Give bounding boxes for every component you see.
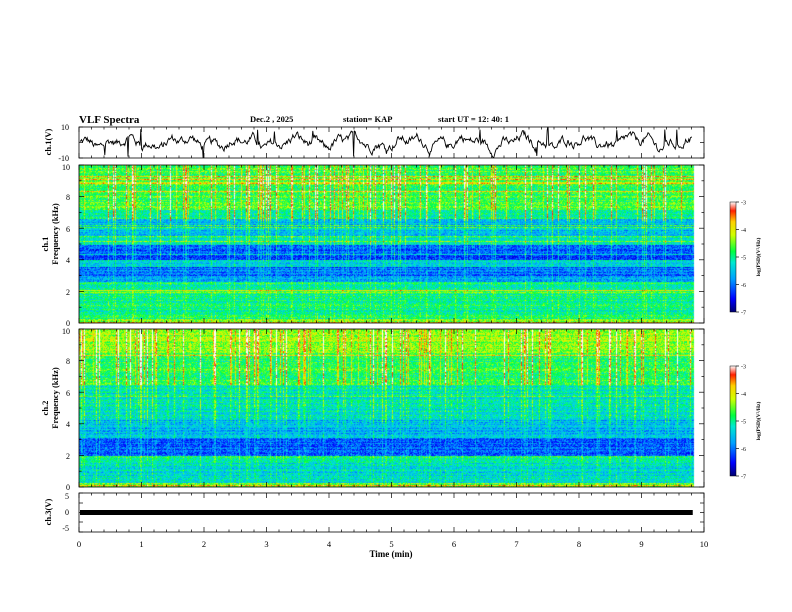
ch1-spectrogram-image xyxy=(79,165,704,323)
x-tick-label-10: 10 xyxy=(700,539,709,549)
x-tick-label-1: 1 xyxy=(139,539,143,549)
start-time-label: start UT = 12: 40: 1 xyxy=(438,114,509,124)
ch2-colorbar-label: log(PSD)(V²/Hz) xyxy=(755,402,762,441)
ch1-voltage-trace xyxy=(79,127,693,158)
ch1-spectrogram-channel-label: ch.1 xyxy=(40,237,50,252)
ch3-voltage-ytick-mid: 0 xyxy=(65,508,69,517)
figure-title: VLF Spectra xyxy=(79,114,140,126)
ch2-colorbar: -3 -4 -5 -6 -7 log(PSD)(V²/Hz) xyxy=(729,365,762,481)
ch3-voltage-ylabel: ch.3(V) xyxy=(43,498,53,525)
x-tick-labels: 0 1 2 3 4 5 6 7 8 9 10 xyxy=(77,539,708,549)
ch1-ytick-8: 8 xyxy=(66,193,70,202)
ch2-spectrogram-ylabel: Frequency (kHz) xyxy=(50,367,60,429)
colorbar-tick-label: -3 xyxy=(741,365,746,371)
colorbar-tick-label: -5 xyxy=(741,256,746,262)
ch2-spectrogram-panel: ch.2 Frequency (kHz) -3 -4 -5 -6 -7 log(PSD)… xyxy=(40,328,762,488)
date-label: Dec.2 , 2025 xyxy=(250,114,293,124)
x-tick-label-9: 9 xyxy=(639,539,643,549)
ch1-frequency-ticks: 0 2 4 6 8 10 xyxy=(62,163,70,328)
ch2-ytick-0: 0 xyxy=(66,483,70,492)
ch2-ytick-4: 4 xyxy=(66,420,70,429)
ch2-ytick-10: 10 xyxy=(62,327,70,336)
ch2-spectrogram-channel-label: ch.2 xyxy=(40,401,50,416)
colorbar-tick-label: -6 xyxy=(741,447,746,453)
x-tick-label-3: 3 xyxy=(264,539,268,549)
ch1-colorbar-label: log(PSD)(V²/Hz) xyxy=(755,238,762,277)
colorbar-tick-label: -7 xyxy=(741,475,746,481)
ch2-spectrogram-image xyxy=(79,329,704,487)
x-tick-label-0: 0 xyxy=(77,539,81,549)
ch3-voltage-panel: 5 0 -5 ch.3(V) Time (min) xyxy=(43,492,705,559)
colorbar-tick-label: -4 xyxy=(741,392,746,398)
colorbar-tick-label: -6 xyxy=(741,283,746,289)
ch1-ytick-2: 2 xyxy=(66,288,70,297)
colorbar-tick-label: -4 xyxy=(741,228,746,234)
colorbar-tick-label: -7 xyxy=(741,311,746,317)
x-tick-label-2: 2 xyxy=(202,539,206,549)
x-tick-label-7: 7 xyxy=(514,539,518,549)
ch1-spectrogram-panel: ch.1 Frequency (kHz) -3 -4 -5 -6 -7 log(PSD)… xyxy=(40,164,762,324)
x-tick-label-5: 5 xyxy=(389,539,393,549)
station-label: station= KAP xyxy=(343,114,392,124)
colorbar-tick-label: -3 xyxy=(741,201,746,207)
ch2-ytick-2: 2 xyxy=(66,452,70,461)
colorbar-tick-label: -5 xyxy=(741,420,746,426)
x-tick-label-6: 6 xyxy=(452,539,456,549)
x-tick-label-8: 8 xyxy=(577,539,581,549)
ch1-ytick-6: 6 xyxy=(66,225,70,234)
ch3-voltage-trace xyxy=(80,510,693,515)
ch1-spectrogram-ylabel: Frequency (kHz) xyxy=(50,203,60,265)
ch1-ytick-0: 0 xyxy=(66,319,70,328)
ch2-ytick-8: 8 xyxy=(66,357,70,366)
ch1-ytick-10: 10 xyxy=(62,163,70,172)
ch2-ytick-6: 6 xyxy=(66,389,70,398)
ch1-voltage-ylabel: ch.1(V) xyxy=(43,128,53,155)
ch1-ytick-4: 4 xyxy=(66,256,70,265)
ch1-voltage-ytick-bottom: -10 xyxy=(58,154,69,163)
ch1-voltage-panel: 10 -10 ch.1(V) xyxy=(43,123,705,163)
x-axis-label: Time (min) xyxy=(369,549,412,559)
ch1-voltage-ytick-top: 10 xyxy=(61,123,69,132)
ch3-voltage-ytick-bottom: -5 xyxy=(62,524,69,533)
ch3-voltage-ytick-top: 5 xyxy=(65,492,69,501)
ch1-colorbar: -3 -4 -5 -6 -7 log(PSD)(V²/Hz) xyxy=(729,201,762,317)
x-tick-label-4: 4 xyxy=(327,539,332,549)
ch2-frequency-ticks: 0 2 4 6 8 10 xyxy=(62,327,70,492)
